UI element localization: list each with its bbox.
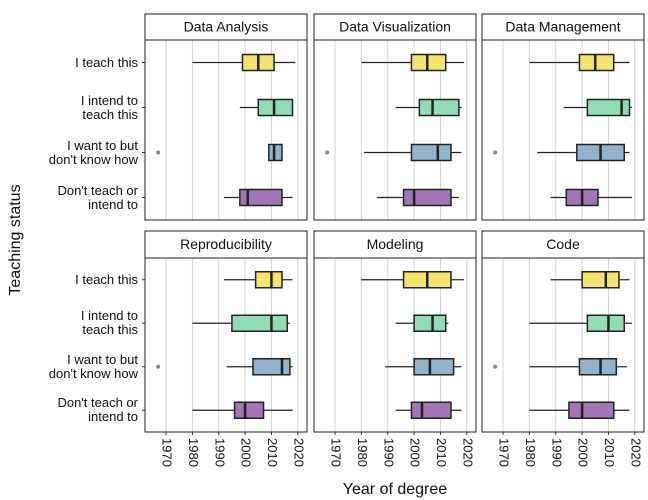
panel-border — [481, 39, 645, 221]
outlier — [156, 150, 161, 155]
strip — [481, 13, 645, 41]
x-tick-label: 2010 — [265, 438, 280, 467]
strip — [313, 13, 477, 41]
box — [233, 401, 265, 419]
y-axis-title: Teaching status — [7, 184, 24, 295]
box — [231, 314, 288, 332]
box — [410, 401, 452, 419]
x-tick-label: 2020 — [291, 438, 306, 467]
facet-title: Modeling — [367, 236, 424, 252]
x-tick-label: 1980 — [523, 438, 538, 467]
box — [578, 358, 618, 376]
box — [581, 271, 620, 289]
box — [410, 143, 452, 162]
x-tick-label: 2000 — [576, 438, 591, 467]
box — [413, 358, 455, 376]
y-tick-label: I want to but don't know how — [48, 137, 138, 167]
panel — [482, 40, 644, 220]
outlier — [156, 364, 161, 369]
x-tick-label: 2010 — [602, 438, 617, 467]
box — [568, 401, 615, 419]
panel-border — [313, 257, 477, 433]
box — [402, 188, 452, 207]
box — [586, 98, 631, 117]
y-tick-label: I teach this — [75, 271, 138, 287]
panel-border — [313, 39, 477, 221]
outlier — [325, 150, 330, 155]
box — [586, 314, 625, 332]
x-tick-label: 1970 — [160, 438, 175, 467]
facet-title: Code — [546, 236, 580, 252]
panel-border — [144, 257, 308, 433]
x-tick-label: 1980 — [186, 438, 201, 467]
outlier — [493, 364, 498, 369]
panel-border — [481, 257, 645, 433]
x-tick-label: 1970 — [329, 438, 344, 467]
strip — [481, 230, 645, 259]
box — [578, 53, 615, 72]
facet-title: Reproducibility — [180, 236, 272, 252]
y-tick-label: I teach this — [75, 54, 138, 70]
x-tick-label: 2020 — [628, 438, 643, 467]
strip — [313, 230, 477, 259]
x-tick-label: 2000 — [408, 438, 423, 467]
facet-title: Data Analysis — [184, 19, 269, 35]
box — [239, 188, 283, 207]
box — [252, 358, 291, 376]
box — [413, 314, 447, 332]
y-tick-label: I intend to teach this — [80, 308, 138, 338]
x-tick-label: 1990 — [549, 438, 564, 467]
x-tick-label: 1970 — [497, 438, 512, 467]
facet-title: Data Visualization — [339, 19, 451, 35]
y-tick-label: I want to but don't know how — [48, 351, 138, 381]
box — [410, 53, 447, 72]
x-tick-label: 1990 — [381, 438, 396, 467]
x-tick-label: 2000 — [239, 438, 254, 467]
y-tick-label: I intend to teach this — [80, 92, 138, 122]
box — [418, 98, 460, 117]
box — [268, 143, 283, 162]
box — [257, 98, 294, 117]
x-tick-label: 1990 — [212, 438, 227, 467]
strip — [144, 230, 308, 259]
panel-border — [144, 39, 308, 221]
facet-title: Data Management — [505, 19, 620, 35]
x-tick-label: 2010 — [434, 438, 449, 467]
box — [254, 271, 283, 289]
y-tick-label: Don't teach or intend to — [57, 395, 138, 425]
x-tick-label: 1980 — [355, 438, 370, 467]
outlier — [493, 150, 498, 155]
x-axis-title: Year of degree — [343, 481, 447, 498]
y-tick-label: Don't teach or intend to — [57, 182, 138, 212]
strip — [144, 13, 308, 41]
x-tick-label: 2020 — [460, 438, 475, 467]
